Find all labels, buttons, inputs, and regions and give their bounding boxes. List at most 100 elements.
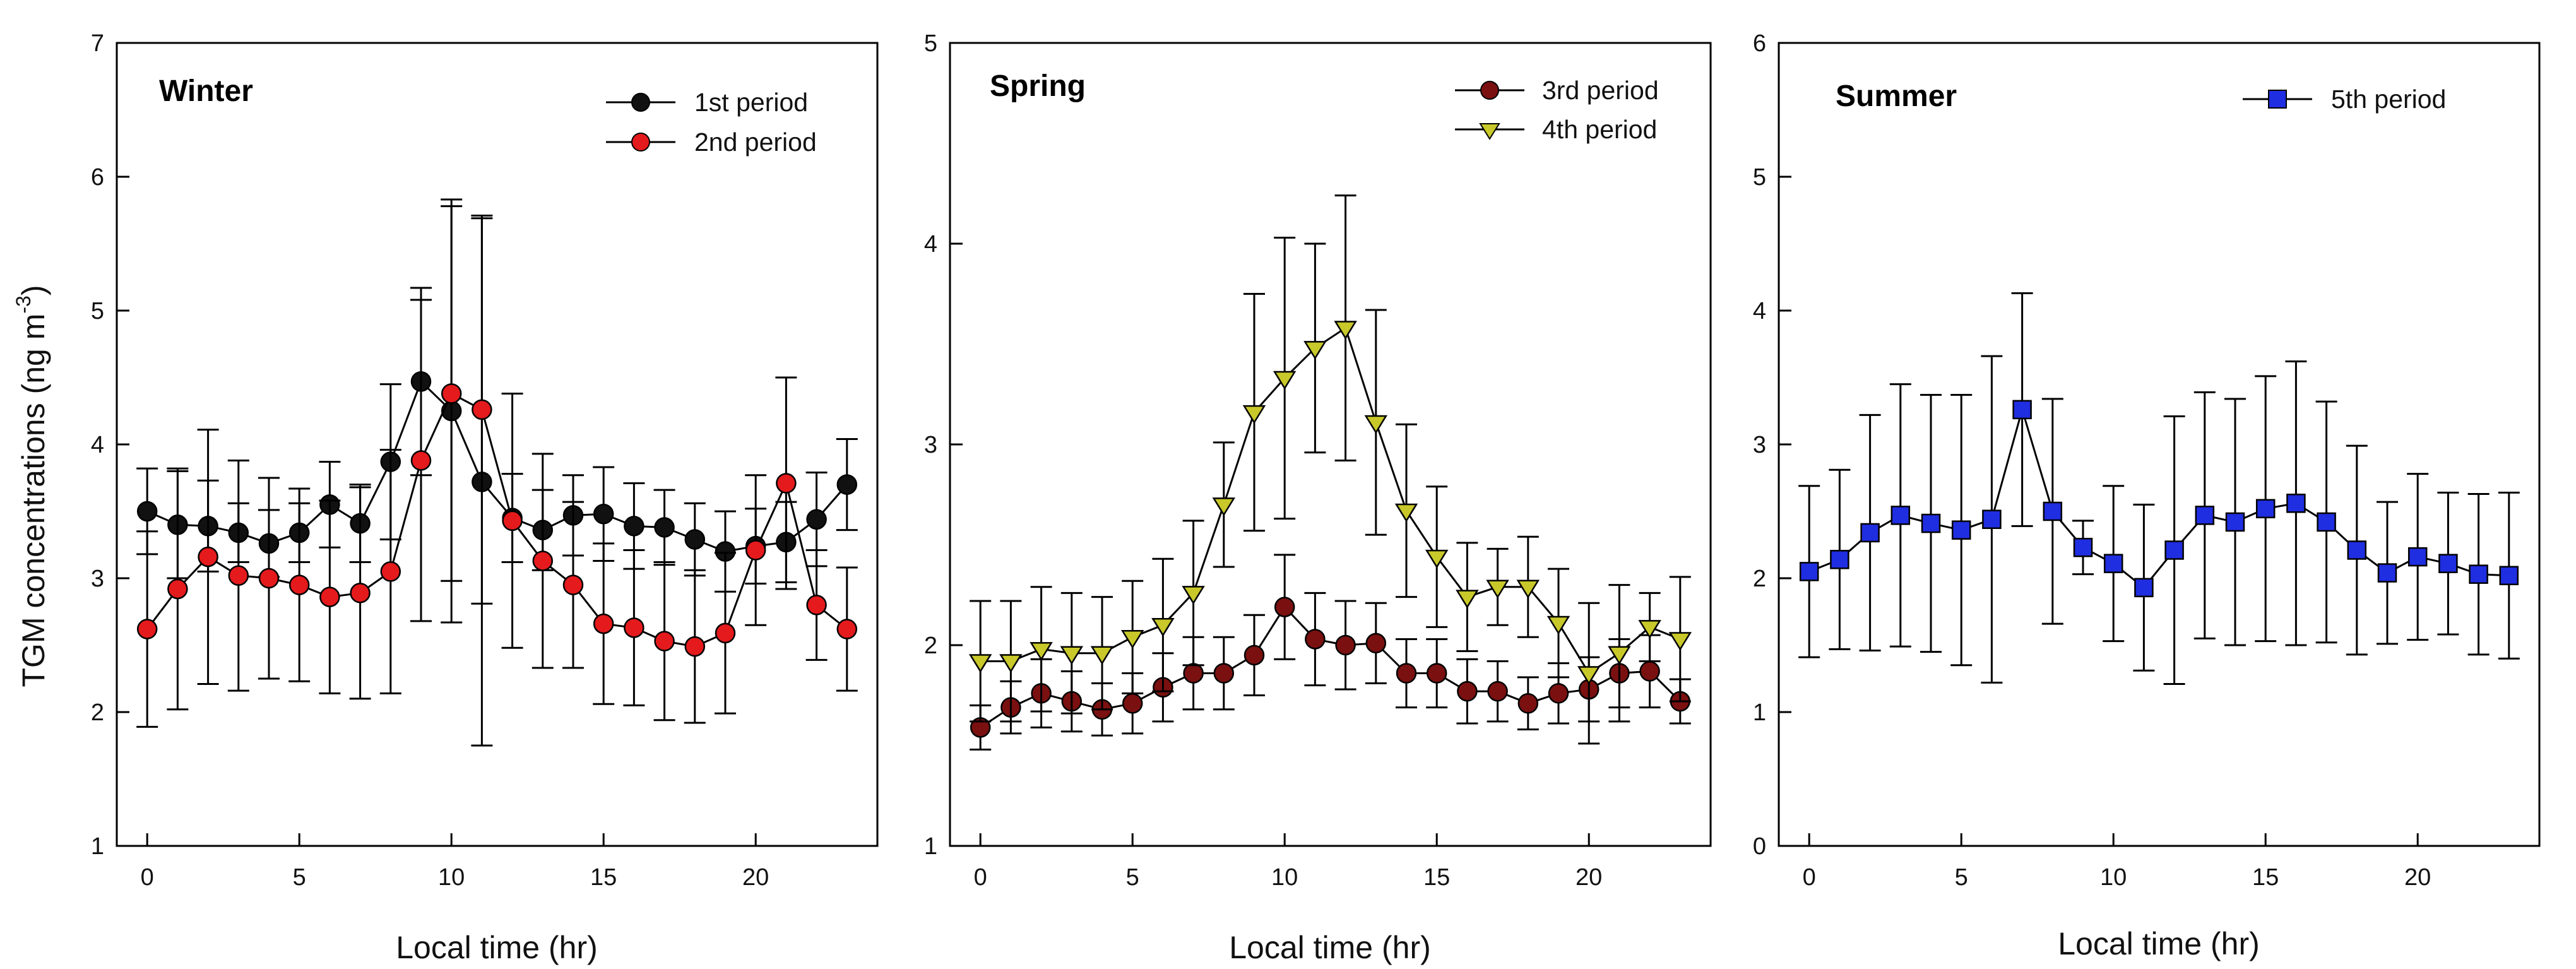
data-point-4th-period-4	[1090, 646, 1114, 665]
legend-marker-3rd-period	[1480, 81, 1499, 100]
y-tick-label-summer-5: 5	[1753, 164, 1766, 191]
data-point-2nd-period-6	[319, 586, 340, 607]
x-tick-label-summer-5: 5	[1955, 864, 1968, 891]
data-point-5th-period-22	[2469, 564, 2488, 584]
data-point-3rd-period-15	[1426, 663, 1447, 684]
data-point-4th-period-13	[1364, 415, 1388, 434]
data-point-2nd-period-1	[167, 578, 188, 600]
data-point-2nd-period-10	[441, 383, 462, 404]
data-point-5th-period-13	[2195, 506, 2215, 525]
data-point-5th-period-14	[2225, 512, 2245, 532]
y-tick-label-winter-2: 2	[91, 699, 104, 726]
series-4th-period	[968, 194, 1692, 745]
data-point-4th-period-23	[1668, 632, 1692, 651]
data-point-3rd-period-9	[1243, 645, 1265, 666]
data-point-4th-period-17	[1486, 580, 1509, 599]
x-axis-title-summer: Local time (hr)	[2058, 926, 2260, 961]
y-tick-label-summer-0: 0	[1753, 833, 1766, 860]
x-tick-label-summer-0: 0	[1803, 864, 1816, 891]
data-point-5th-period-3	[1890, 506, 1911, 525]
data-point-2nd-period-14	[562, 574, 584, 595]
legend-label-5th-period: 5th period	[2331, 85, 2446, 114]
data-point-1st-period-0	[136, 501, 158, 522]
legend-marker-2nd-period	[631, 133, 650, 152]
legend-marker-4th-period	[1479, 123, 1500, 140]
legend-label-4th-period: 4th period	[1542, 115, 1657, 144]
data-point-3rd-period-8	[1213, 663, 1235, 684]
data-point-2nd-period-16	[624, 617, 644, 638]
data-point-4th-period-10	[1273, 371, 1297, 390]
data-point-4th-period-0	[968, 654, 992, 673]
panel-title-winter: Winter	[159, 74, 253, 108]
data-point-5th-period-11	[2134, 578, 2154, 598]
data-point-1st-period-15	[593, 503, 614, 525]
data-point-2nd-period-18	[684, 636, 706, 657]
y-tick-label-spring-4: 4	[924, 231, 937, 258]
y-tick-label-winter-4: 4	[91, 432, 104, 458]
data-point-4th-period-16	[1456, 590, 1479, 609]
panel-title-spring: Spring	[990, 69, 1086, 103]
data-point-1st-period-22	[806, 509, 827, 530]
x-tick-label-spring-10: 10	[1271, 864, 1298, 891]
data-point-5th-period-4	[1921, 513, 1941, 533]
data-point-3rd-period-11	[1305, 629, 1326, 650]
x-tick-label-summer-10: 10	[2100, 864, 2127, 891]
data-point-5th-period-15	[2255, 499, 2276, 519]
data-point-4th-period-21	[1608, 646, 1631, 665]
x-tick-label-winter-20: 20	[742, 864, 769, 891]
y-tick-label-summer-2: 2	[1753, 566, 1766, 592]
y-tick-label-winter-3: 3	[91, 566, 104, 592]
data-point-2nd-period-3	[228, 565, 249, 586]
data-point-2nd-period-2	[198, 546, 218, 568]
series-2nd-period	[136, 205, 858, 728]
data-point-2nd-period-4	[258, 568, 280, 589]
data-point-2nd-period-5	[288, 574, 310, 595]
y-tick-label-spring-5: 5	[924, 30, 937, 57]
legend-summer: 5th period	[2243, 85, 2446, 114]
data-point-3rd-period-7	[1183, 663, 1204, 684]
data-point-4th-period-2	[1030, 642, 1053, 661]
y-tick-label-spring-3: 3	[924, 432, 937, 458]
legend-label-3rd-period: 3rd period	[1542, 76, 1659, 105]
data-point-5th-period-0	[1799, 562, 1819, 581]
data-point-2nd-period-20	[745, 540, 766, 561]
y-tick-label-winter-6: 6	[91, 164, 104, 191]
data-point-2nd-period-17	[654, 631, 675, 651]
data-point-5th-period-10	[2103, 554, 2123, 573]
data-point-5th-period-9	[2073, 537, 2093, 557]
legend-spring: 3rd period 4th period	[1455, 76, 1659, 144]
data-point-5th-period-21	[2438, 554, 2458, 573]
data-point-4th-period-8	[1212, 497, 1236, 516]
y-tick-label-spring-1: 1	[924, 833, 937, 860]
data-point-2nd-period-13	[532, 550, 554, 571]
data-point-4th-period-5	[1120, 630, 1144, 649]
data-point-3rd-period-17	[1487, 681, 1508, 702]
y-tick-label-winter-7: 7	[91, 30, 104, 57]
data-point-3rd-period-13	[1365, 633, 1387, 654]
y-tick-label-winter-1: 1	[91, 833, 104, 860]
x-tick-label-spring-15: 15	[1423, 864, 1450, 891]
data-point-3rd-period-19	[1548, 683, 1569, 704]
data-point-5th-period-1	[1830, 550, 1849, 569]
series-5th-period	[1798, 292, 2520, 685]
data-point-4th-period-20	[1577, 666, 1601, 685]
data-point-2nd-period-22	[806, 595, 827, 615]
data-point-3rd-period-14	[1396, 663, 1417, 684]
data-point-5th-period-23	[2499, 566, 2519, 586]
data-point-4th-period-9	[1242, 405, 1266, 424]
x-tick-label-summer-20: 20	[2404, 864, 2431, 891]
data-point-4th-period-12	[1334, 321, 1357, 340]
data-point-2nd-period-12	[502, 510, 523, 532]
x-tick-label-winter-0: 0	[141, 864, 154, 891]
data-point-5th-period-5	[1951, 520, 1971, 540]
data-point-2nd-period-23	[836, 619, 858, 639]
x-axis-title-spring: Local time (hr)	[1229, 930, 1431, 965]
data-point-5th-period-16	[2286, 494, 2306, 513]
data-point-2nd-period-8	[380, 561, 401, 582]
data-point-3rd-period-5	[1122, 693, 1143, 714]
data-point-4th-period-15	[1425, 549, 1449, 569]
x-tick-label-spring-5: 5	[1126, 864, 1139, 891]
data-point-2nd-period-0	[136, 619, 158, 639]
